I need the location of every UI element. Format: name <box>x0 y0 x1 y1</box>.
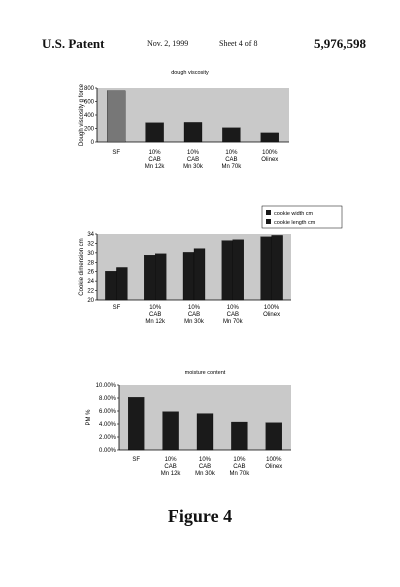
category-label: Mn 70k <box>223 319 244 325</box>
category-label: 10% <box>165 457 178 463</box>
bar-0 <box>128 397 144 450</box>
bar-1 <box>146 123 164 142</box>
y-tick-label: 32 <box>87 241 94 247</box>
category-label: SF <box>112 150 120 156</box>
category-label: CAB <box>187 157 199 163</box>
y-tick-label: 6.00% <box>99 409 117 415</box>
patent-date: Nov. 2, 1999 <box>147 39 188 48</box>
y-tick-label: 34 <box>87 232 94 238</box>
moisture-content-chart: moisture content PM % 0.00% 2.00% 4.00% 6.00%… <box>0 360 400 485</box>
bar-2 <box>197 414 213 450</box>
legend-swatch <box>266 210 271 215</box>
category-label: CAB <box>227 312 239 318</box>
y-tick-label: 10.00% <box>96 383 117 389</box>
category-label: 10% <box>149 305 162 311</box>
y-tick-label: 800 <box>84 86 95 92</box>
category-label: Mn 30k <box>183 164 204 170</box>
category-label: Mn 30k <box>195 471 216 477</box>
category-label: Olinex <box>261 157 278 163</box>
y-tick-label: 30 <box>87 251 94 257</box>
category-label: CAB <box>225 157 237 163</box>
y-axis-label: Cookie dimension cm <box>79 238 85 295</box>
bar-width-4 <box>261 237 272 300</box>
bar-width-1 <box>144 255 155 300</box>
y-tick-label: 28 <box>87 260 94 266</box>
y-tick-label: 4.00% <box>99 422 117 428</box>
category-label: CAB <box>188 312 200 318</box>
figure-caption: Figure 4 <box>0 506 400 527</box>
category-label: 10% <box>233 457 246 463</box>
bar-0 <box>107 91 125 142</box>
category-label: Olinex <box>265 464 282 470</box>
legend-entry: cookie width cm <box>274 211 314 217</box>
bar-length-4 <box>272 235 283 300</box>
bar-1 <box>163 412 179 450</box>
category-label: 100% <box>264 305 280 311</box>
category-label: Olinex <box>263 312 280 318</box>
y-axis-label: PM % <box>86 409 92 426</box>
legend-entry: cookie length cm <box>274 220 316 226</box>
category-label: 100% <box>266 457 282 463</box>
category-label: Mn 12k <box>145 164 166 170</box>
y-tick-label: 200 <box>84 127 95 133</box>
category-label: CAB <box>148 157 160 163</box>
bar-2 <box>184 122 202 142</box>
bar-3 <box>231 422 247 450</box>
y-tick-label: 400 <box>84 113 95 119</box>
y-tick-label: 20 <box>87 298 94 304</box>
category-label: CAB <box>164 464 176 470</box>
category-label: 10% <box>227 305 240 311</box>
y-tick-label: 24 <box>87 279 94 285</box>
legend-swatch <box>266 219 271 224</box>
category-label: CAB <box>233 464 245 470</box>
category-label: CAB <box>149 312 161 318</box>
category-label: Mn 70k <box>230 471 251 477</box>
bar-4 <box>261 133 279 142</box>
bar-width-3 <box>222 241 233 300</box>
category-label: Mn 70k <box>222 164 243 170</box>
bar-length-3 <box>233 240 244 300</box>
bar-width-0 <box>105 271 116 300</box>
category-label: SF <box>113 305 121 311</box>
chart-title: dough viscosity <box>171 70 209 76</box>
y-tick-label: 0 <box>91 140 95 146</box>
patent-number: 5,976,598 <box>314 36 366 52</box>
bar-length-0 <box>116 267 127 300</box>
y-tick-label: 26 <box>87 270 94 276</box>
chart-title: moisture content <box>185 370 226 376</box>
y-tick-label: 2.00% <box>99 435 117 441</box>
sheet-number: Sheet 4 of 8 <box>219 39 257 48</box>
category-label: 10% <box>188 305 201 311</box>
category-label: 100% <box>262 150 278 156</box>
y-tick-label: 8.00% <box>99 396 117 402</box>
bar-width-2 <box>183 252 194 300</box>
bar-3 <box>222 128 240 142</box>
category-label: Mn 30k <box>184 319 205 325</box>
category-label: SF <box>132 457 140 463</box>
y-tick-label: 0.00% <box>99 448 117 454</box>
category-label: CAB <box>199 464 211 470</box>
category-label: 10% <box>149 150 162 156</box>
bar-length-1 <box>155 254 166 300</box>
category-label: 10% <box>187 150 200 156</box>
category-label: 10% <box>199 457 212 463</box>
patent-label: U.S. Patent <box>42 36 104 52</box>
bar-length-2 <box>194 249 205 300</box>
category-label: Mn 12k <box>161 471 182 477</box>
category-label: 10% <box>225 150 238 156</box>
category-label: Mn 12k <box>145 319 166 325</box>
y-tick-label: 600 <box>84 100 95 106</box>
bar-4 <box>266 423 282 450</box>
y-tick-label: 22 <box>87 289 94 295</box>
